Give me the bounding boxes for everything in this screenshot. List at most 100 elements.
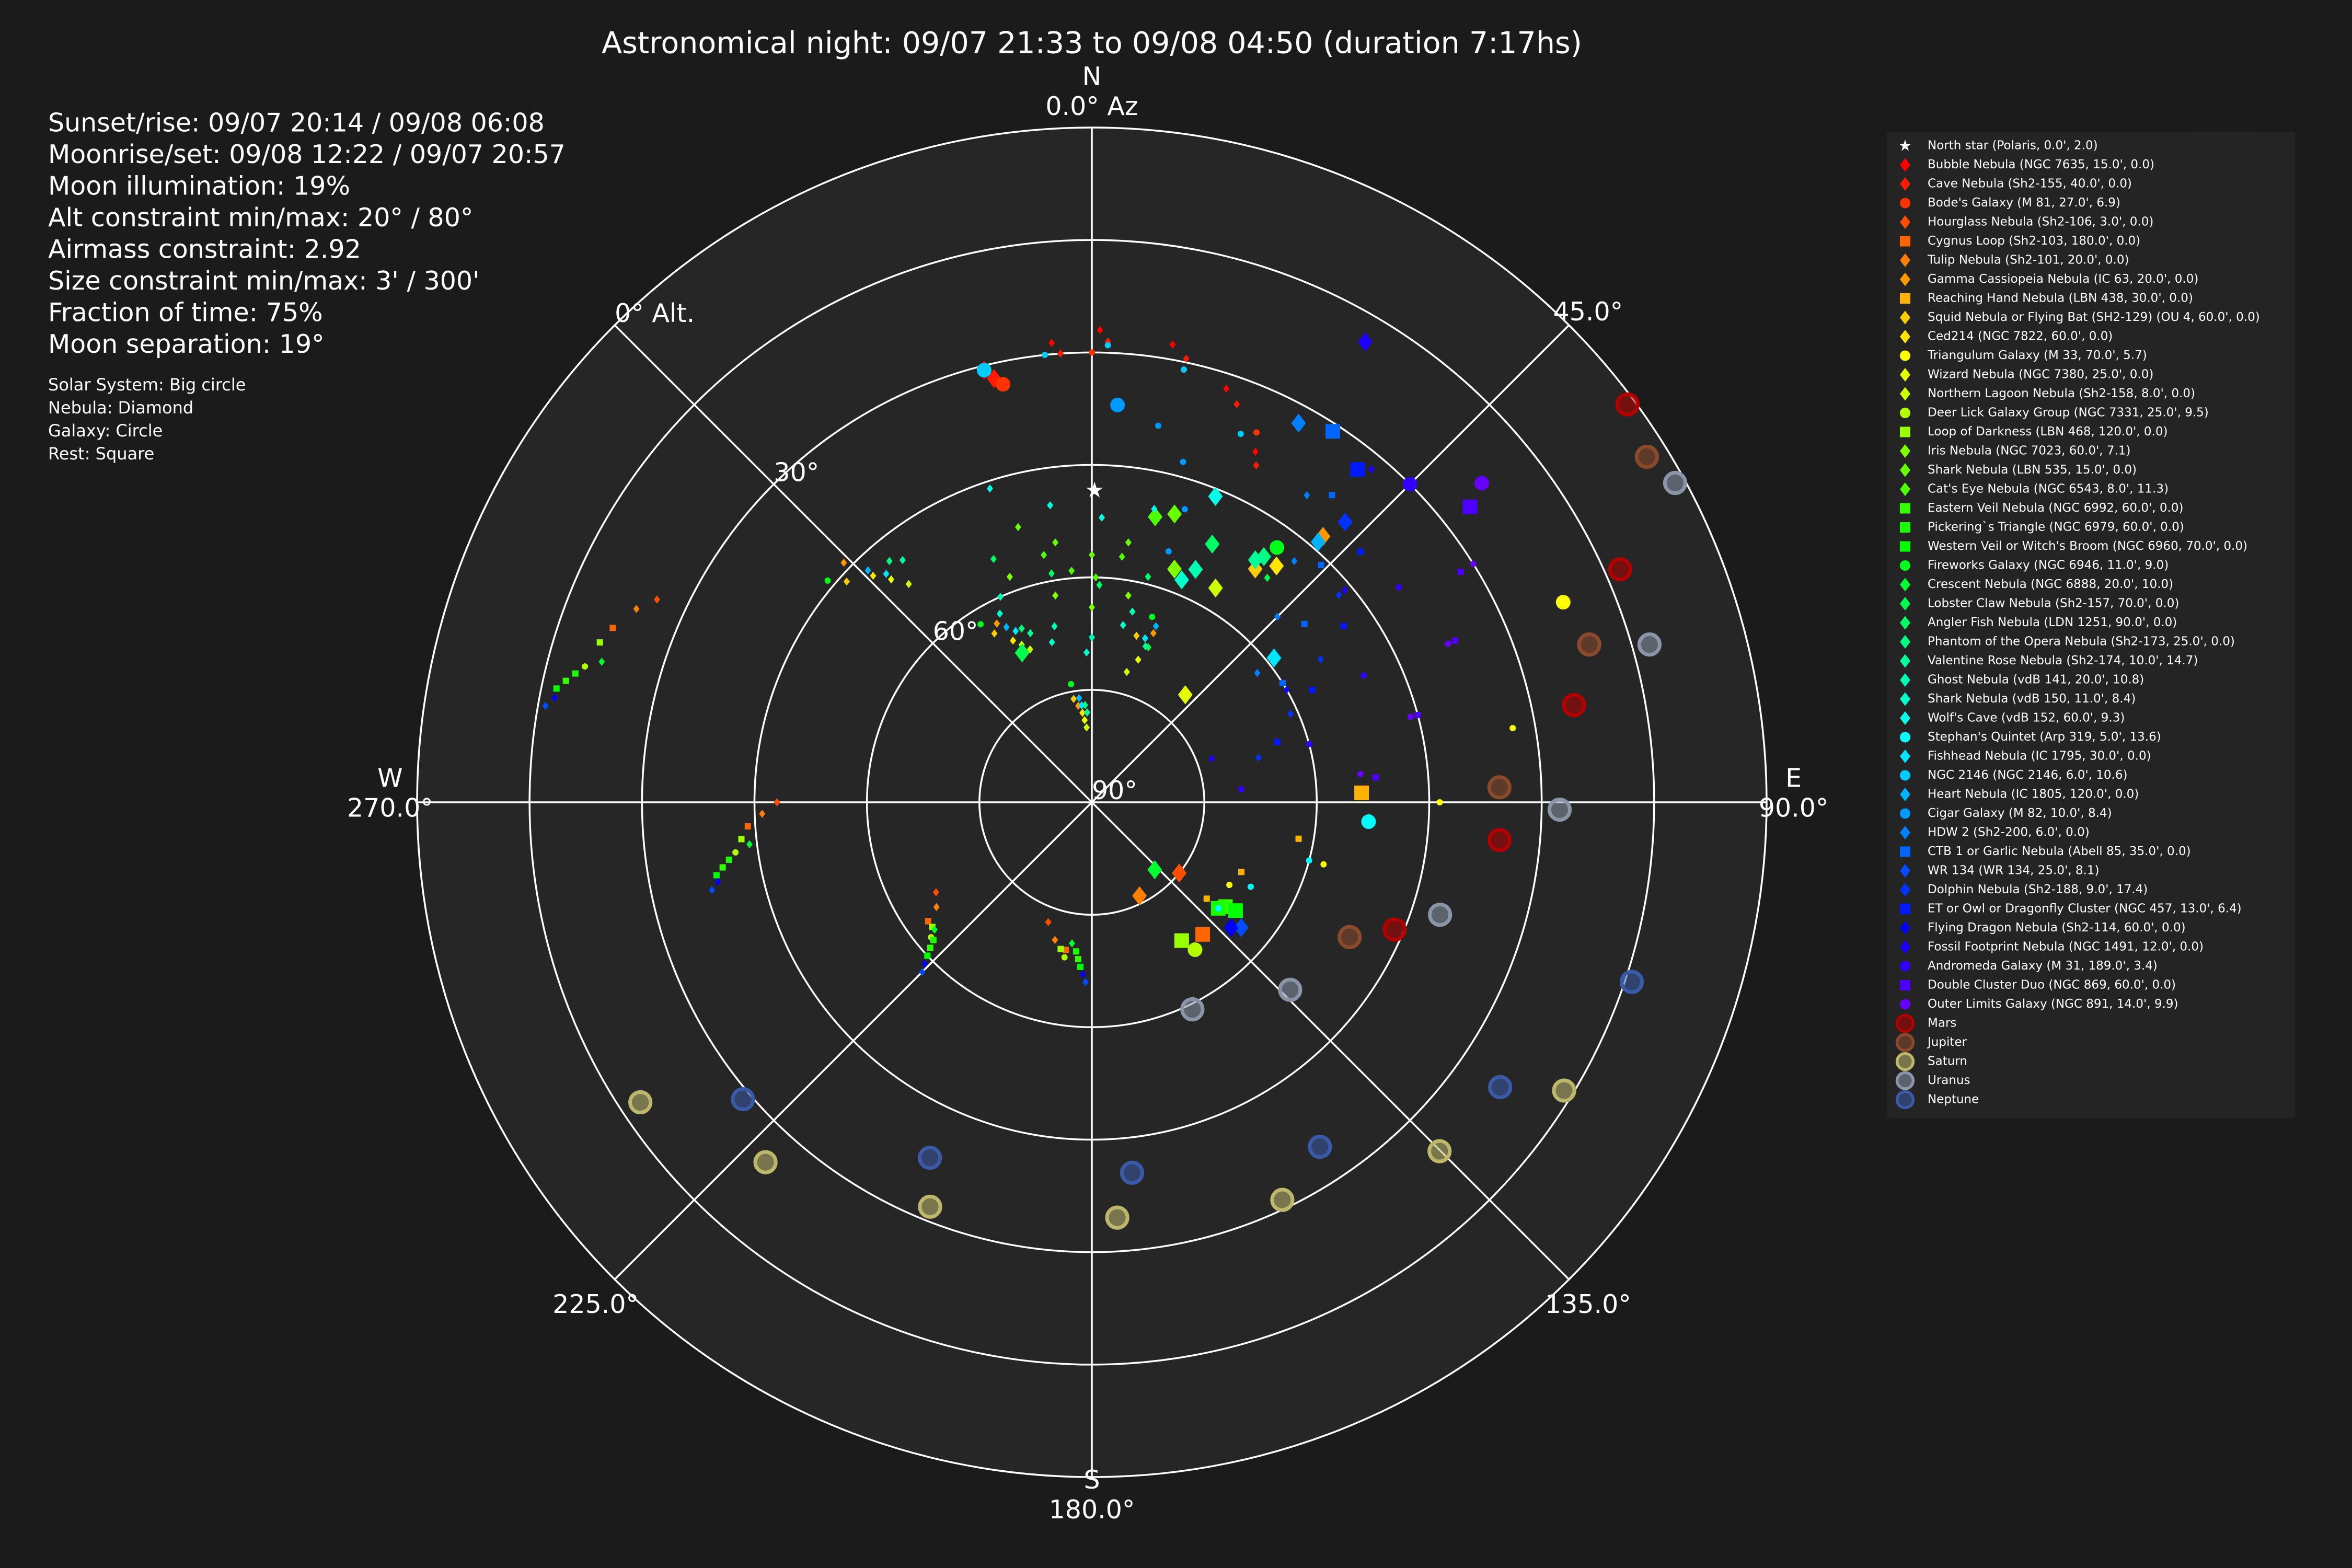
data-point (1119, 552, 1125, 561)
legend-label: Wolf's Cave (vdB 152, 60.0', 9.3) (1928, 711, 2125, 725)
data-point (1301, 620, 1308, 627)
legend-label: Flying Dragon Nebula (Sh2-114, 60.0', 0.… (1928, 921, 2186, 935)
data-point (1169, 340, 1176, 349)
data-point (933, 903, 940, 912)
data-point (1187, 942, 1203, 958)
data-point (598, 658, 605, 666)
data-point (1082, 978, 1089, 986)
data-point (1203, 895, 1210, 902)
legend-marker (1900, 350, 1910, 361)
data-point (1045, 918, 1052, 926)
data-point (1279, 679, 1286, 686)
data-point (1270, 1187, 1295, 1212)
data-point (1283, 686, 1290, 694)
data-point (840, 558, 847, 567)
data-point (1264, 573, 1271, 582)
data-point (1270, 540, 1285, 555)
legend-marker (1900, 597, 1910, 610)
legend-box (1887, 132, 2295, 1118)
data-point (1226, 882, 1233, 889)
legend-marker (1900, 293, 1910, 304)
data-point (1253, 461, 1260, 470)
data-point (1135, 655, 1142, 664)
data-point (1547, 797, 1572, 822)
legend-marker (1900, 961, 1910, 972)
legend-label: Saturn (1928, 1055, 1967, 1068)
legend-marker (1900, 654, 1910, 668)
data-point (1237, 431, 1244, 437)
info-line: Alt constraint min/max: 20° / 80° (48, 203, 473, 233)
chart-title: Astronomical night: 09/07 21:33 to 09/08… (602, 26, 1582, 61)
data-point (1615, 392, 1640, 417)
legend-marker (1900, 750, 1910, 763)
data-point (1063, 947, 1069, 953)
legend-label: Cave Nebula (Sh2-155, 40.0', 0.0) (1928, 177, 2132, 191)
data-point (864, 566, 871, 575)
data-point (1357, 771, 1364, 778)
data-point (1341, 586, 1348, 595)
data-point (1238, 786, 1244, 792)
r-tick-label: 30° (774, 457, 819, 487)
legend-label: WR 134 (WR 134, 25.0', 8.1) (1928, 864, 2099, 878)
compass-label: S (1083, 1465, 1100, 1495)
info-line: Fraction of time: 75% (48, 298, 323, 328)
data-point (1180, 366, 1187, 373)
legend-marker (1900, 408, 1910, 418)
data-point (1174, 570, 1189, 590)
compass-label: N (1082, 62, 1102, 91)
legend-marker (1895, 1052, 1915, 1071)
legend-marker (1900, 616, 1910, 630)
data-point (1052, 591, 1059, 600)
legend-label: Pickering`s Triangle (NGC 6979, 60.0', 0… (1928, 521, 2184, 534)
legend-marker (1900, 904, 1910, 914)
data-point (1120, 621, 1126, 629)
legend-label: Neptune (1928, 1093, 1979, 1106)
theta-tick-label: 135.0° (1545, 1289, 1631, 1319)
data-point (1027, 629, 1034, 638)
info-line: Moon illumination: 19% (48, 171, 350, 201)
data-point (1104, 342, 1111, 349)
data-point (553, 685, 560, 692)
data-point (1474, 476, 1489, 491)
legend-marker (1900, 215, 1910, 229)
data-point (1086, 481, 1103, 498)
data-point (1123, 667, 1130, 676)
data-point (986, 484, 993, 493)
legend-label: Dolphin Nebula (Sh2-188, 9.0', 17.4) (1928, 883, 2148, 896)
legend-label: Cygnus Loop (Sh2-103, 180.0', 0.0) (1928, 234, 2140, 248)
legend-label: Deer Lick Galaxy Group (NGC 7331, 25.0',… (1928, 406, 2209, 420)
data-point (1338, 925, 1362, 949)
legend-marker (1900, 846, 1910, 857)
data-point (1077, 963, 1083, 970)
legend-marker (1900, 711, 1910, 725)
legend-marker (1900, 826, 1910, 839)
info-line: Airmass constraint: 2.92 (48, 235, 361, 264)
data-point (1048, 339, 1055, 347)
data-point (1306, 857, 1312, 864)
data-point (1073, 948, 1080, 955)
data-point (996, 377, 1011, 392)
data-point (1329, 492, 1335, 499)
data-point (1205, 534, 1220, 554)
data-point (1018, 624, 1025, 633)
data-point (1047, 501, 1054, 510)
data-point (1079, 970, 1086, 979)
data-point (1325, 424, 1340, 439)
data-point (1083, 708, 1090, 717)
legend-label: Bode's Galaxy (M 81, 27.0', 6.9) (1928, 196, 2120, 210)
legend-label: Northern Lagoon Nebula (Sh2-158, 8.0', 0… (1928, 387, 2195, 400)
data-point (917, 1145, 942, 1170)
data-point (582, 663, 589, 670)
legend-marker (1900, 788, 1910, 801)
legend-marker (1900, 692, 1910, 706)
data-point (746, 840, 753, 849)
info-line: Moonrise/set: 09/08 12:22 / 09/07 20:57 (48, 140, 566, 169)
data-point (731, 1087, 755, 1112)
legend-label: Hourglass Nebula (Sh2-106, 3.0', 0.0) (1928, 215, 2153, 229)
data-point (572, 670, 579, 677)
data-point (1295, 835, 1302, 842)
data-point (1155, 422, 1162, 429)
theta-tick-label: 45.0° (1553, 297, 1623, 327)
data-point (1041, 551, 1047, 559)
data-point (932, 888, 939, 896)
